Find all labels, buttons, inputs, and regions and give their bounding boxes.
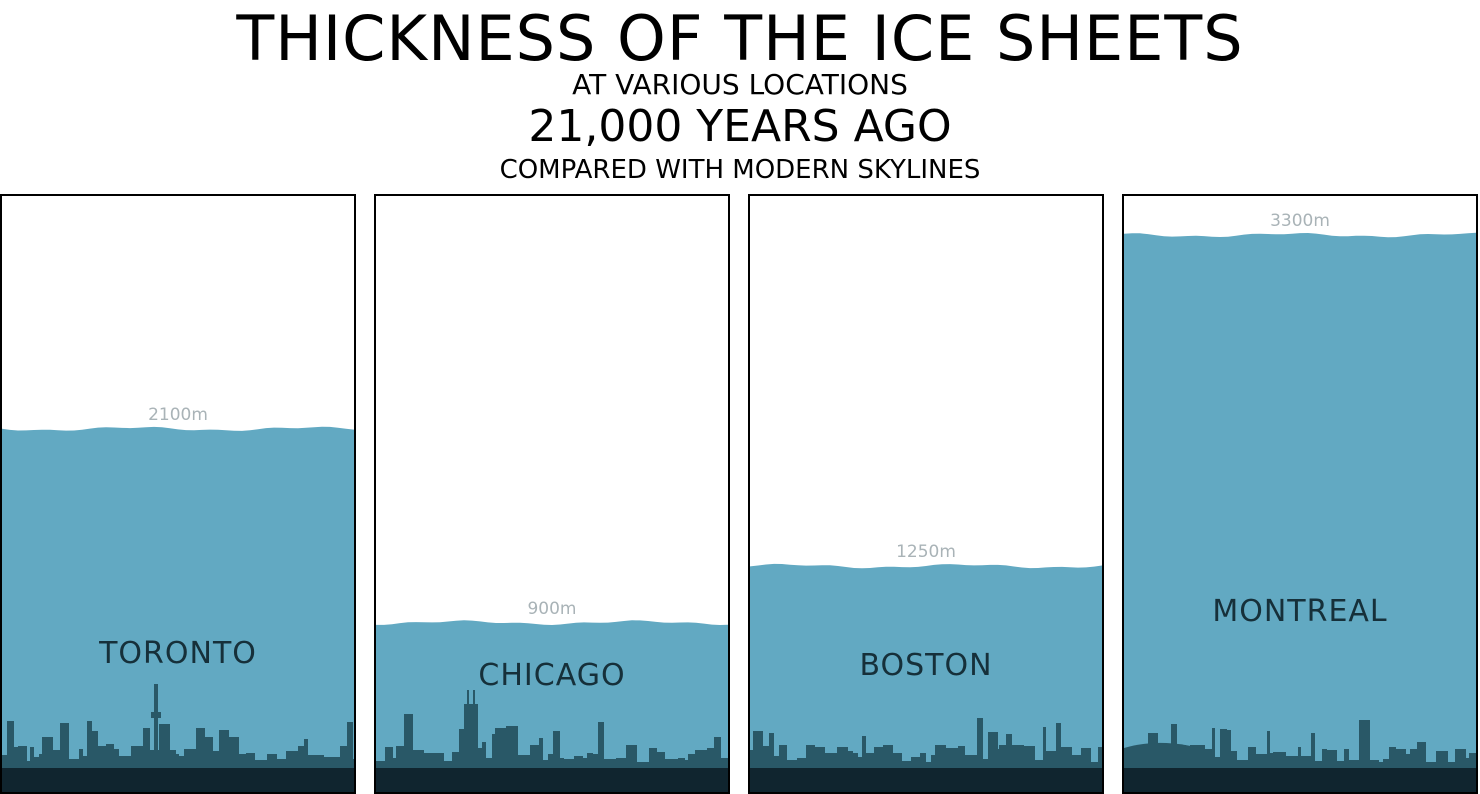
landmark-tower-boston (988, 732, 998, 768)
ice-chart-boston (750, 563, 1102, 792)
value-label-chicago: 900m (527, 598, 577, 619)
skyline-boston (750, 718, 1102, 768)
value-label-toronto: 2100m (148, 404, 208, 425)
chart-title: THICKNESS OF THE ICE SHEETS (236, 2, 1244, 75)
landmark-antenna-chicago (467, 690, 469, 706)
city-label-boston: BOSTON (859, 648, 993, 683)
panel-montreal: 3300m MONTREAL (1122, 194, 1478, 794)
skyline-toronto (2, 721, 354, 768)
ice-sheet-boston (750, 563, 1102, 792)
landmark-hill-montreal (1124, 742, 1214, 768)
panel-boston: 1250m BOSTON (748, 194, 1104, 794)
ground-toronto (2, 768, 354, 792)
landmark-antenna2-chicago (473, 690, 475, 706)
ice-sheet-toronto (2, 426, 354, 792)
ground-boston (750, 768, 1102, 792)
landmark-tower-toronto (154, 684, 158, 768)
value-label-montreal: 3300m (1270, 211, 1330, 232)
value-label-boston: 1250m (896, 542, 956, 563)
ground-chicago (376, 768, 728, 792)
city-label-toronto: TORONTO (99, 636, 257, 671)
ice-chart-montreal (1124, 232, 1476, 792)
ice-chart-toronto (2, 426, 354, 792)
ground-montreal (1124, 768, 1476, 792)
city-label-montreal: MONTREAL (1212, 594, 1388, 629)
chart-subtitle-locations: AT VARIOUS LOCATIONS (572, 68, 908, 101)
chart-subtitle-skylines: COMPARED WITH MODERN SKYLINES (499, 155, 981, 185)
landmark-pod-toronto (151, 712, 161, 718)
chart-subtitle-years: 21,000 YEARS AGO (528, 101, 952, 152)
ice-sheet-montreal (1124, 232, 1476, 792)
ice-chart-chicago (376, 620, 728, 792)
panel-toronto: 2100m TORONTO (0, 194, 356, 794)
city-label-chicago: CHICAGO (478, 658, 626, 693)
panel-chicago: 900m CHICAGO (374, 194, 730, 794)
landmark-tower-chicago (464, 704, 478, 768)
